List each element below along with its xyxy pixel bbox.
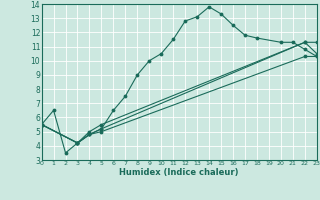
X-axis label: Humidex (Indice chaleur): Humidex (Indice chaleur): [119, 168, 239, 177]
